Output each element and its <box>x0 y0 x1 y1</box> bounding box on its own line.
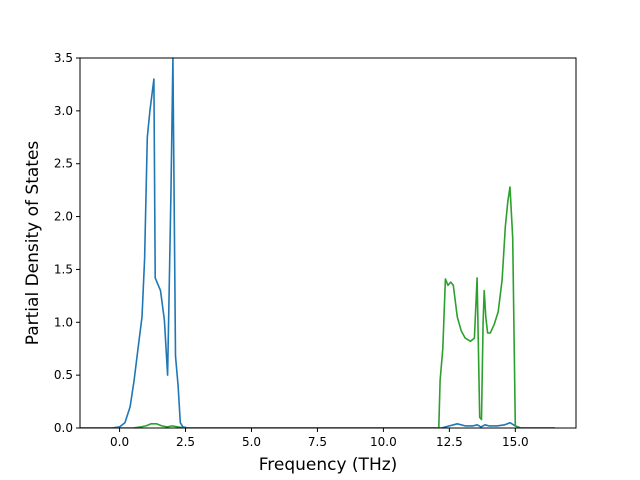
plot-background <box>80 58 576 428</box>
plot-area <box>79 57 577 429</box>
x-tick-label: 12.5 <box>436 435 463 449</box>
y-axis: 0.0 0.5 1.0 1.5 2.0 2.5 3.0 3.5 <box>54 51 80 435</box>
y-tick-label: 3.0 <box>54 104 73 118</box>
x-tick-label: 5.0 <box>242 435 261 449</box>
series-layer <box>80 57 555 428</box>
y-tick-label: 1.0 <box>54 315 73 329</box>
x-axis-label: Frequency (THz) <box>259 455 398 475</box>
y-axis-label: Partial Density of States <box>23 141 43 346</box>
x-axis: 0.0 2.5 5.0 7.5 10.0 12.5 15.0 <box>110 428 529 449</box>
plot-frame <box>79 57 577 429</box>
x-tick-label: 15.0 <box>502 435 529 449</box>
x-tick-label: 10.0 <box>370 435 397 449</box>
y-tick-label: 0.5 <box>54 368 73 382</box>
series-line-2 <box>80 186 555 428</box>
y-tick-label: 1.5 <box>54 262 73 276</box>
x-tick-label: 7.5 <box>308 435 327 449</box>
y-tick-label: 2.5 <box>54 157 73 171</box>
series-line-1 <box>80 57 555 428</box>
y-tick-label: 3.5 <box>54 51 73 65</box>
x-tick-label: 2.5 <box>176 435 195 449</box>
y-tick-label: 0.0 <box>54 421 73 435</box>
y-tick-label: 2.0 <box>54 210 73 224</box>
x-tick-label: 0.0 <box>110 435 129 449</box>
